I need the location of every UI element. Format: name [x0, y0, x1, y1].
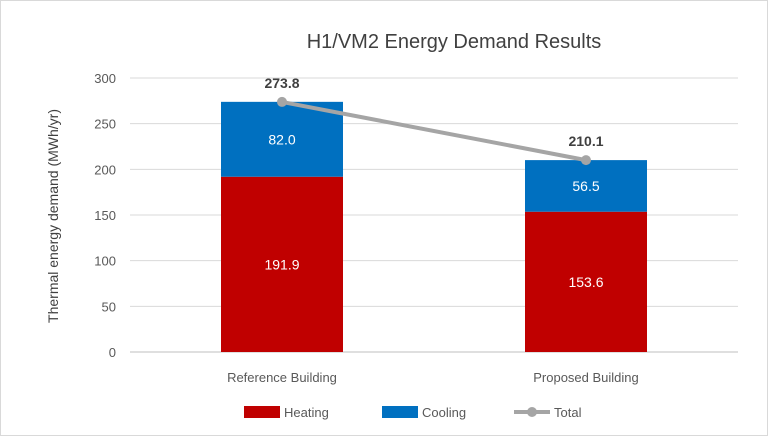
total-data-label: 273.8 [264, 75, 299, 91]
y-tick-label: 250 [94, 117, 116, 132]
heating-data-label: 153.6 [568, 274, 603, 290]
legend-label-heating: Heating [284, 405, 329, 420]
y-tick-label: 50 [102, 299, 116, 314]
total-point [581, 155, 591, 166]
bars: 191.9 82.0 153.6 56.5 [221, 101, 647, 352]
category-label: Proposed Building [533, 370, 639, 385]
legend: Heating Cooling Total [244, 405, 582, 420]
y-tick-label: 100 [94, 254, 116, 269]
total-line [281, 99, 587, 163]
y-tick-label: 300 [94, 71, 116, 86]
y-axis-title: Thermal energy demand (MWh/yr) [45, 109, 61, 323]
legend-swatch-cooling [382, 406, 418, 418]
cooling-bar [525, 160, 647, 212]
cooling-data-label: 82.0 [268, 131, 295, 147]
total-data-label: 210.1 [568, 133, 603, 149]
y-tick-label: 200 [94, 162, 116, 177]
cooling-data-label: 56.5 [572, 178, 599, 194]
heating-data-label: 191.9 [264, 256, 299, 272]
heating-bar [525, 211, 647, 352]
legend-label-cooling: Cooling [422, 405, 466, 420]
heating-bar [221, 176, 343, 352]
legend-label-total: Total [554, 405, 582, 420]
legend-marker-total [527, 407, 537, 417]
total-point [277, 96, 287, 107]
cooling-bar [221, 101, 343, 177]
category-labels: Reference Building Proposed Building [227, 370, 639, 385]
y-tick-label: 0 [109, 345, 116, 360]
total-line-layer: 273.8 210.1 [264, 75, 604, 166]
category-label: Reference Building [227, 370, 337, 385]
legend-swatch-heating [244, 406, 280, 418]
y-tick-label: 150 [94, 208, 116, 223]
chart-title: H1/VM2 Energy Demand Results [307, 31, 602, 53]
y-tick-labels: 0 50 100 150 200 250 300 [94, 71, 116, 360]
